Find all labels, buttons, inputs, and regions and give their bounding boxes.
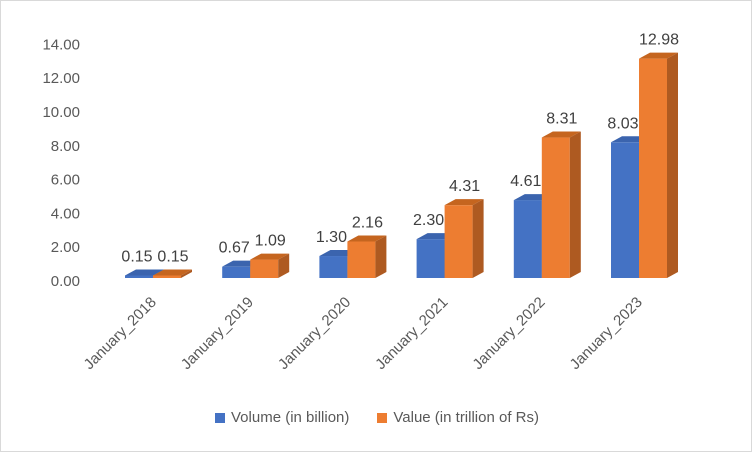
y-tick-label: 6.00 (51, 172, 80, 189)
x-tick-label: January_2018 (81, 294, 160, 373)
bar-front (347, 241, 376, 278)
bar-top (444, 199, 484, 206)
bar-side (569, 131, 581, 278)
bar-front (250, 259, 279, 278)
legend-label-value: Value (in trillion of Rs) (393, 409, 539, 426)
bar-top (153, 269, 192, 276)
bar (639, 52, 678, 278)
bar-side (375, 235, 387, 278)
legend-label-volume: Volume (in billion) (231, 409, 350, 426)
data-label: 4.61 (510, 173, 541, 190)
bar-side (667, 52, 678, 278)
data-label: 2.30 (413, 212, 444, 229)
data-label: 8.03 (607, 115, 638, 132)
bar-front (541, 137, 570, 278)
data-label: 4.31 (449, 178, 480, 195)
x-tick-label: January_2021 (372, 294, 451, 373)
bar-side (278, 253, 290, 278)
bar-front (125, 275, 153, 278)
x-tick-label: January_2020 (275, 294, 354, 373)
bar-top (125, 269, 164, 276)
data-label: 12.98 (639, 32, 679, 49)
bar-front (513, 200, 542, 278)
bar (153, 269, 192, 278)
bar-side (472, 199, 484, 278)
bar-front (611, 142, 639, 278)
y-tick-label: 8.00 (51, 138, 80, 155)
y-tick-label: 0.00 (51, 273, 80, 290)
x-tick-label: January_2022 (469, 294, 548, 373)
data-label: 1.09 (255, 233, 286, 250)
bars (125, 52, 678, 278)
bar-top (541, 131, 581, 138)
y-tick-label: 4.00 (51, 205, 80, 222)
bar (541, 131, 581, 278)
y-tick-label: 12.00 (42, 70, 80, 87)
data-label: 1.30 (316, 229, 347, 246)
bar-front (222, 266, 251, 278)
x-axis: January_2018 January_2019 January_2020 Janu… (81, 294, 646, 373)
bar-front (416, 239, 445, 278)
data-labels: 0.15 0.15 0.67 1.09 1.30 2.16 2.30 4.31 4.61 8.31… (121, 32, 679, 266)
data-label: 0.15 (157, 248, 188, 265)
bar-front (319, 256, 348, 278)
bar (444, 199, 484, 278)
bar-top (639, 52, 678, 59)
y-tick-label: 2.00 (51, 239, 80, 256)
bar-top (347, 235, 387, 242)
x-tick-label: January_2023 (567, 294, 646, 373)
legend-item-value: Value (in trillion of Rs) (377, 409, 539, 426)
bar (250, 253, 290, 278)
y-tick-label: 14.00 (42, 36, 80, 53)
data-label: 0.67 (219, 240, 250, 257)
data-label: 0.15 (121, 248, 152, 265)
y-tick-label: 10.00 (42, 104, 80, 121)
legend: Volume (in billion) Value (in trillion o… (1, 409, 752, 426)
bar (347, 235, 387, 278)
legend-item-volume: Volume (in billion) (215, 409, 349, 426)
data-label: 8.31 (546, 111, 577, 128)
bar-front (153, 275, 181, 278)
bar-side (181, 269, 192, 278)
data-label: 2.16 (352, 214, 383, 231)
bar-front (639, 58, 667, 278)
bar-front (444, 205, 473, 278)
bar-top (250, 253, 290, 260)
legend-swatch-volume (215, 412, 225, 423)
y-axis: 0.00 2.00 4.00 6.00 8.00 10.00 12.00 14.00 (42, 36, 80, 290)
x-tick-label: January_2019 (178, 294, 257, 373)
legend-swatch-value (377, 412, 388, 423)
